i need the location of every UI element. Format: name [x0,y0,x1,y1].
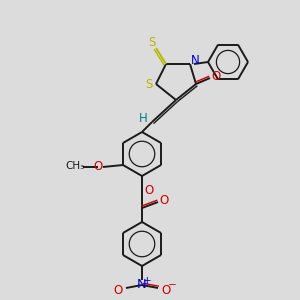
Text: S: S [148,35,156,49]
Text: O: O [144,184,154,197]
Text: +: + [143,276,151,286]
Text: H: H [139,112,147,125]
Text: N: N [190,53,200,67]
Text: S: S [145,77,153,91]
Text: CH₃: CH₃ [65,161,85,171]
Text: O: O [212,70,220,83]
Text: O: O [161,284,171,296]
Text: −: − [168,280,176,290]
Text: O: O [113,284,123,296]
Text: N: N [137,278,147,292]
Text: O: O [159,194,169,208]
Text: O: O [93,160,103,172]
